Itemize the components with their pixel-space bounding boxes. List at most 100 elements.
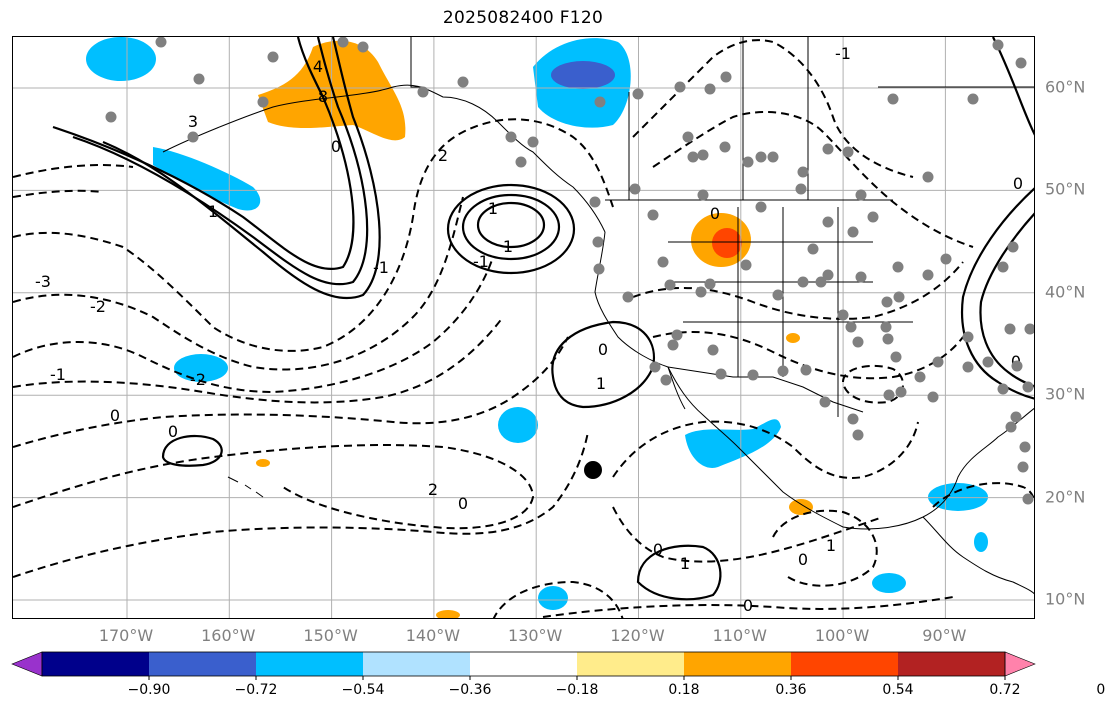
station-dot bbox=[755, 151, 767, 163]
station-dot bbox=[914, 371, 926, 383]
station-dot bbox=[740, 259, 752, 271]
station-dot bbox=[1005, 421, 1017, 433]
contour-neg-5 bbox=[13, 431, 589, 578]
contour-value-label: 2 bbox=[438, 146, 448, 165]
shade-orange-small2 bbox=[786, 333, 800, 343]
contour-nw-2 bbox=[13, 189, 104, 198]
colorbar-segment bbox=[363, 652, 471, 676]
contour-value-label: 4 bbox=[313, 57, 323, 76]
coastlines bbox=[162, 37, 1034, 595]
colorbar-tick-label: −0.18 bbox=[555, 682, 599, 698]
station-dot bbox=[457, 76, 469, 88]
colorbar-extend-high bbox=[1004, 651, 1036, 677]
longitude-label: 170°W bbox=[98, 626, 154, 645]
contour-high-pacific-3 bbox=[446, 183, 576, 275]
colorbar-tick-label: −0.90 bbox=[127, 682, 171, 698]
colorbar-outline bbox=[41, 651, 1006, 677]
station-dot bbox=[1015, 57, 1027, 69]
station-dot bbox=[795, 183, 807, 195]
contour-value-label: 0 bbox=[168, 422, 178, 441]
contour-nw-1 bbox=[13, 164, 134, 178]
station-dot bbox=[155, 37, 167, 48]
colorbar-segment bbox=[470, 652, 578, 676]
longitude-label: 100°W bbox=[814, 626, 870, 645]
latitude-label: 10°N bbox=[1045, 589, 1086, 609]
map-title: 2025082400 F120 bbox=[442, 8, 604, 28]
station-dot bbox=[1019, 441, 1031, 453]
station-dot bbox=[932, 356, 944, 368]
latitude-label: 30°N bbox=[1045, 384, 1086, 404]
station-dot bbox=[982, 356, 994, 368]
station-dot bbox=[887, 93, 899, 105]
station-dot bbox=[1007, 241, 1019, 253]
station-dot bbox=[704, 83, 716, 95]
station-dot bbox=[719, 141, 731, 153]
longitude-label: 140°W bbox=[405, 626, 461, 645]
station-dot bbox=[1022, 381, 1034, 393]
station-dot bbox=[940, 253, 952, 265]
contour-value-label: 3 bbox=[188, 112, 198, 131]
station-dot bbox=[594, 96, 606, 108]
latitude-label: 20°N bbox=[1045, 487, 1086, 507]
contour-value-label: 1 bbox=[680, 554, 690, 573]
station-dot bbox=[852, 429, 864, 441]
station-dot bbox=[962, 361, 974, 373]
contour-neg-4 bbox=[13, 316, 504, 404]
station-dot bbox=[1024, 323, 1034, 335]
contour-value-label: -1 bbox=[373, 258, 389, 277]
colorbar-segment bbox=[684, 652, 792, 676]
shade-darkblue-canada bbox=[551, 61, 615, 89]
station-dot bbox=[337, 37, 349, 48]
station-dot bbox=[720, 71, 732, 83]
station-dot bbox=[1011, 360, 1023, 372]
station-dot bbox=[855, 271, 867, 283]
contour-value-label: 0 bbox=[743, 596, 753, 615]
colorbar-tick-label: 0.36 bbox=[775, 682, 807, 698]
station-dot bbox=[632, 88, 644, 100]
colorbar-tick-label: −0.72 bbox=[234, 682, 278, 698]
colorbar-segment bbox=[577, 652, 685, 676]
contour-mex-2 bbox=[612, 506, 884, 563]
contour-low-south bbox=[636, 544, 722, 601]
contour-value-label: 1 bbox=[503, 237, 513, 256]
storm-center-marker bbox=[584, 461, 602, 479]
station-dot bbox=[707, 344, 719, 356]
contour-value-label: 0 bbox=[1013, 174, 1023, 193]
station-dot bbox=[852, 336, 864, 348]
station-dot bbox=[649, 361, 661, 373]
colorbar-segment bbox=[149, 652, 257, 676]
contour-ridge-east bbox=[961, 187, 1034, 400]
contour-us-2 bbox=[652, 331, 964, 380]
station-dot bbox=[845, 321, 857, 333]
station-dot bbox=[777, 365, 789, 377]
contour-high-pacific-1 bbox=[476, 201, 546, 249]
contour-value-label: -1 bbox=[50, 365, 66, 384]
shade-blue-pacific1 bbox=[174, 354, 228, 382]
station-dot bbox=[629, 183, 641, 195]
station-dot bbox=[747, 369, 759, 381]
station-dot bbox=[505, 131, 517, 143]
station-dot bbox=[671, 329, 683, 341]
coast-westus bbox=[594, 231, 686, 410]
shade-blue-mexico bbox=[685, 419, 781, 468]
colorbar-tick-label: 0.90 bbox=[1096, 682, 1105, 698]
station-dot bbox=[893, 291, 905, 303]
station-dot bbox=[1022, 493, 1034, 505]
station-dot bbox=[882, 333, 894, 345]
shade-orange-small4 bbox=[436, 610, 460, 618]
station-dot bbox=[797, 166, 809, 178]
station-dot bbox=[890, 351, 902, 363]
station-dot bbox=[1004, 323, 1016, 335]
station-dot bbox=[657, 256, 669, 268]
contour-zero-2 bbox=[13, 444, 535, 530]
contour-value-label: 1 bbox=[596, 374, 606, 393]
station-dot bbox=[922, 269, 934, 281]
station-dot bbox=[187, 131, 199, 143]
station-dot bbox=[797, 276, 809, 288]
station-dot bbox=[997, 261, 1009, 273]
station-dot bbox=[807, 243, 819, 255]
station-dot bbox=[997, 383, 1009, 395]
colorbar-segment bbox=[791, 652, 899, 676]
station-dot bbox=[695, 286, 707, 298]
